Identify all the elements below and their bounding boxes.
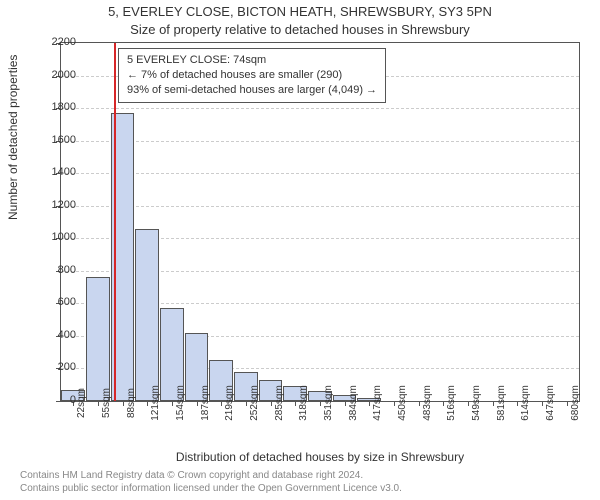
footer-copyright-1: Contains HM Land Registry data © Crown c…	[20, 470, 363, 481]
chart-subtitle: Size of property relative to detached ho…	[0, 22, 600, 37]
gridline	[61, 141, 579, 142]
plot-area: 5 EVERLEY CLOSE: 74sqm← 7% of detached h…	[60, 42, 580, 402]
xtick-label: 187sqm	[200, 385, 211, 421]
xtick-mark	[147, 401, 148, 406]
xtick-mark	[123, 401, 124, 406]
xtick-mark	[320, 401, 321, 406]
xtick-label: 285sqm	[274, 385, 285, 421]
xtick-mark	[517, 401, 518, 406]
xtick-label: 680sqm	[570, 385, 581, 421]
footer-copyright-2: Contains public sector information licen…	[20, 483, 402, 494]
ytick-label: 2200	[36, 36, 76, 48]
xtick-mark	[271, 401, 272, 406]
xtick-label: 549sqm	[471, 385, 482, 421]
xtick-label: 647sqm	[545, 385, 556, 421]
ytick-label: 1000	[36, 231, 76, 243]
x-axis-label: Distribution of detached houses by size …	[60, 450, 580, 464]
xtick-label: 318sqm	[298, 385, 309, 421]
xtick-label: 351sqm	[323, 385, 334, 421]
ytick-label: 2000	[36, 69, 76, 81]
xtick-label: 581sqm	[496, 385, 507, 421]
xtick-label: 219sqm	[224, 385, 235, 421]
xtick-mark	[246, 401, 247, 406]
gridline	[61, 206, 579, 207]
xtick-label: 417sqm	[372, 385, 383, 421]
xtick-label: 614sqm	[520, 385, 531, 421]
xtick-mark	[394, 401, 395, 406]
histogram-bar	[86, 277, 110, 401]
ytick-label: 200	[36, 361, 76, 373]
ytick-label: 0	[36, 394, 76, 406]
xtick-label: 252sqm	[249, 385, 260, 421]
xtick-mark	[443, 401, 444, 406]
ytick-label: 1800	[36, 101, 76, 113]
gridline	[61, 108, 579, 109]
ytick-label: 400	[36, 329, 76, 341]
xtick-label: 516sqm	[446, 385, 457, 421]
ytick-label: 1200	[36, 199, 76, 211]
annotation-line: 93% of semi-detached houses are larger (…	[127, 83, 377, 98]
gridline	[61, 173, 579, 174]
ytick-label: 800	[36, 264, 76, 276]
xtick-label: 22sqm	[76, 388, 87, 418]
histogram-bar	[135, 229, 159, 401]
chart-title-line1: 5, EVERLEY CLOSE, BICTON HEATH, SHREWSBU…	[0, 4, 600, 19]
xtick-label: 384sqm	[348, 385, 359, 421]
xtick-mark	[369, 401, 370, 406]
annotation-line: ← 7% of detached houses are smaller (290…	[127, 68, 377, 83]
y-axis-label: Number of detached properties	[6, 55, 20, 220]
xtick-label: 154sqm	[175, 385, 186, 421]
xtick-mark	[98, 401, 99, 406]
ytick-label: 1600	[36, 134, 76, 146]
xtick-mark	[221, 401, 222, 406]
annotation-box: 5 EVERLEY CLOSE: 74sqm← 7% of detached h…	[118, 48, 386, 103]
annotation-line: 5 EVERLEY CLOSE: 74sqm	[127, 53, 377, 68]
xtick-mark	[419, 401, 420, 406]
xtick-mark	[345, 401, 346, 406]
xtick-mark	[295, 401, 296, 406]
xtick-mark	[567, 401, 568, 406]
xtick-label: 55sqm	[101, 388, 112, 418]
property-marker-line	[114, 43, 116, 401]
xtick-mark	[468, 401, 469, 406]
xtick-mark	[542, 401, 543, 406]
xtick-mark	[493, 401, 494, 406]
xtick-label: 450sqm	[397, 385, 408, 421]
xtick-label: 121sqm	[150, 385, 161, 421]
xtick-mark	[197, 401, 198, 406]
xtick-mark	[172, 401, 173, 406]
xtick-label: 483sqm	[422, 385, 433, 421]
xtick-label: 88sqm	[126, 388, 137, 418]
ytick-label: 600	[36, 296, 76, 308]
ytick-label: 1400	[36, 166, 76, 178]
